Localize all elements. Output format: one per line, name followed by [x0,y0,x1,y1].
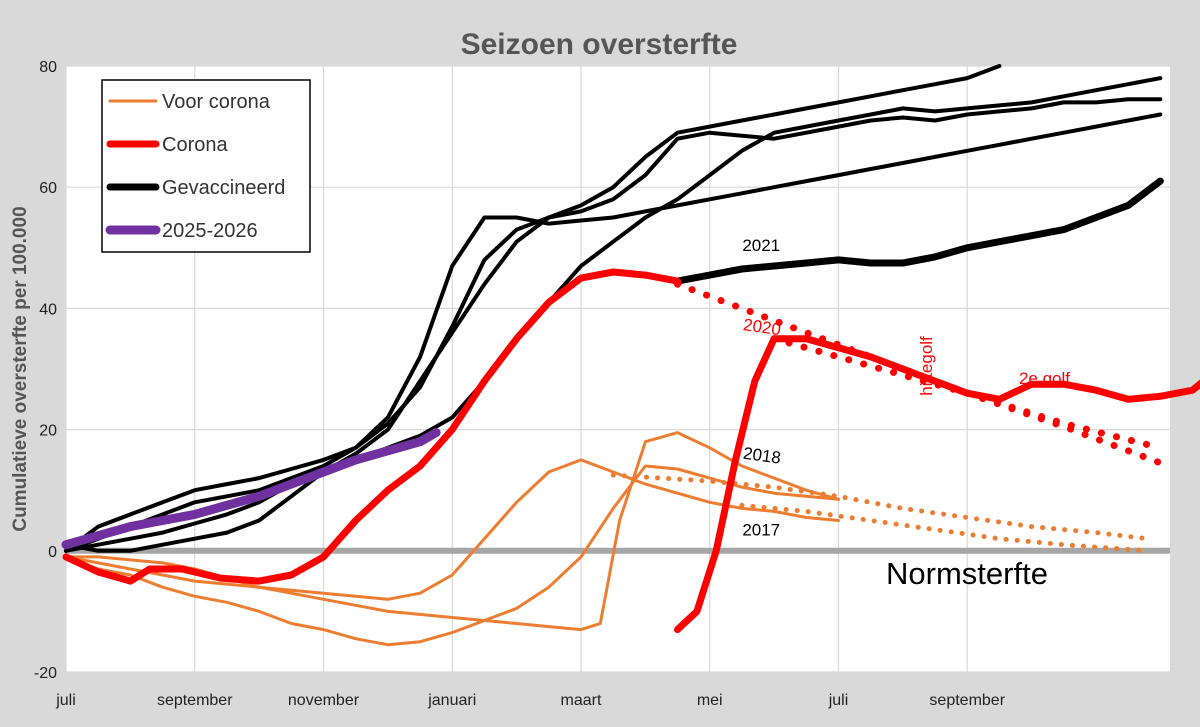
y-tick-label: 80 [39,59,57,76]
series-line-gevaccineerd [64,112,1163,553]
series-line-voor-corona-dotted [610,472,1150,542]
legend-box [101,79,311,253]
series-line-gevaccineerd [64,64,1002,553]
x-axis: juli september november januari maart mei juli… [55,692,1005,709]
series-layer [61,64,1200,647]
y-tick-label: -20 [34,665,57,682]
y-tick-label: 0 [48,544,57,561]
legend: Voor corona Corona Gevaccineerd 2025-2026 [101,79,311,253]
series-line-voor-corona [64,464,840,647]
y-tick-label: 60 [39,180,57,197]
x-tick-label: juli [55,692,76,709]
x-tick-label: juli [828,692,849,709]
series-line-voor-corona [64,458,840,601]
x-tick-label: september [157,692,233,709]
series-line-gevaccineerd [64,97,1163,553]
x-tick-label: november [288,692,360,709]
annotation-label: hittegolf [917,336,936,396]
legend-label: Voor corona [162,91,271,113]
series-line-corona [674,335,1200,634]
annotation-label: 2e golf [1019,369,1070,388]
series-line-voor-corona-dotted [739,502,1150,554]
legend-label: 2025-2026 [162,220,258,242]
x-tick-label: januari [427,692,476,709]
annotation-label: 2017 [742,521,780,540]
series-line-gevaccineerd [64,76,1163,553]
y-tick-label: 20 [39,423,57,440]
baseline-label: Normsterfte [886,556,1048,591]
series-line-corona [62,268,681,585]
legend-label: Corona [162,134,228,156]
y-axis-label: Cumulatieve oversterfte per 100.000 [10,206,31,531]
x-tick-label: september [929,692,1005,709]
legend-label: Gevaccineerd [162,177,285,199]
annotation-label: 2021 [742,236,780,255]
series-line-2025-2026 [61,428,441,550]
series-line-gevaccineerd [674,177,1164,285]
y-axis: 80 60 40 20 0 -20 [34,59,57,682]
chart-title: Seizoen oversterfte [461,28,738,61]
x-tick-label: mei [697,692,723,709]
x-tick-label: maart [561,692,602,709]
y-tick-label: 40 [39,301,57,318]
